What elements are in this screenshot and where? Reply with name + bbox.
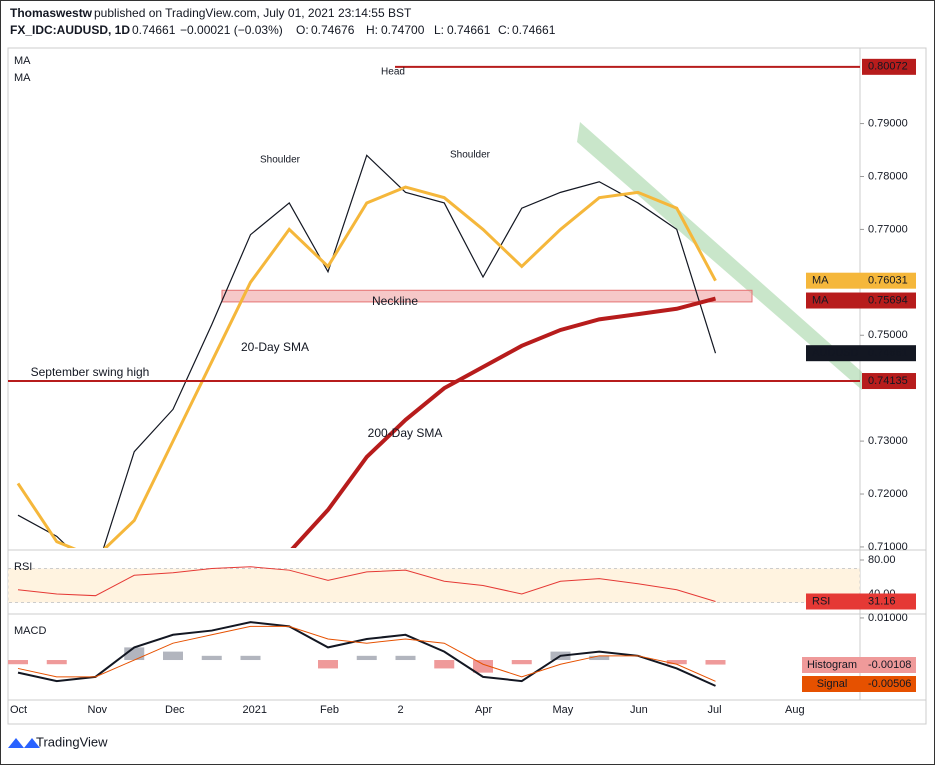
x-tick-label: Aug xyxy=(785,704,805,716)
price-line xyxy=(17,154,717,548)
change: −0.00021 (−0.03%) xyxy=(180,23,283,37)
annotation: 20-Day SMA xyxy=(241,340,309,354)
histogram-bar xyxy=(240,655,261,661)
trend-channel xyxy=(577,122,862,390)
x-tick-label: Nov xyxy=(88,704,108,716)
annotation: Head xyxy=(381,67,405,78)
x-tick-label: Jul xyxy=(708,704,722,716)
histogram-bar xyxy=(356,655,377,661)
y-tick-label: 0.71000 xyxy=(868,541,908,553)
annotation: 200-Day SMA xyxy=(368,426,443,440)
y-tick-label: 0.73000 xyxy=(868,435,908,447)
histogram-bar xyxy=(318,660,338,669)
close-label: C: xyxy=(498,23,510,37)
published: published on TradingView.com, July 01, 2… xyxy=(94,6,412,20)
y-tick-label: 0.01000 xyxy=(868,612,908,624)
y-tick-label: 0.72000 xyxy=(868,488,908,500)
annotation: Shoulder xyxy=(260,155,301,166)
histogram-bar xyxy=(473,660,493,673)
indicator-label: MA xyxy=(14,55,31,67)
histogram-bar xyxy=(163,651,183,661)
price-tag xyxy=(806,292,916,309)
y-tick-label: 0.79000 xyxy=(868,117,908,129)
last-value-label: 31.16 xyxy=(868,595,896,607)
pane xyxy=(8,566,860,603)
x-tick-label: 2021 xyxy=(243,704,267,716)
annotation: Shoulder xyxy=(450,150,491,161)
histogram-bar xyxy=(511,660,532,665)
last-value-label: -0.00506 xyxy=(868,678,911,690)
y-tick-label: 80.00 xyxy=(868,554,896,566)
last-value-label: 0.74661 xyxy=(868,347,908,359)
macd-line xyxy=(17,621,716,687)
macd-line xyxy=(17,625,716,682)
histogram-bar xyxy=(666,660,687,665)
pane-title: RSI xyxy=(14,561,32,573)
low-label: L: xyxy=(434,23,444,37)
ma-line xyxy=(16,185,717,548)
x-tick-label: Jun xyxy=(630,704,648,716)
high-label: H: xyxy=(366,23,378,37)
price-tag xyxy=(802,657,916,673)
open-label: O: xyxy=(296,23,309,37)
histogram-bar xyxy=(8,660,28,665)
histogram-bar xyxy=(201,655,222,661)
logo xyxy=(8,738,40,748)
close: 0.74661 xyxy=(512,23,556,37)
level-label: 0.74135 xyxy=(868,375,908,387)
high: 0.74700 xyxy=(381,23,425,37)
tag-name: Histogram xyxy=(807,659,857,671)
tag-name: AUDUSD xyxy=(812,347,859,359)
annotation: Neckline xyxy=(372,294,418,308)
tag-name: RSI xyxy=(812,595,830,607)
last-value-label: 0.75694 xyxy=(868,294,908,306)
x-tick-label: Apr xyxy=(475,704,492,716)
level-label: 0.80072 xyxy=(868,61,908,73)
open: 0.74676 xyxy=(311,23,355,37)
last-value-label: 0.76031 xyxy=(868,275,908,287)
x-tick-label: May xyxy=(553,704,574,716)
level-tag xyxy=(862,373,916,390)
author: Thomaswestw xyxy=(10,6,93,20)
low: 0.74661 xyxy=(447,23,491,37)
price-tag xyxy=(802,676,916,692)
x-tick-label: 2 xyxy=(398,704,404,716)
y-tick-label: 0.78000 xyxy=(868,170,908,182)
tag-name: MA xyxy=(812,294,829,306)
pane xyxy=(8,621,726,687)
price-tag xyxy=(806,593,916,610)
indicator-label: MA xyxy=(14,72,31,84)
histogram-bar xyxy=(705,660,726,665)
price-tag xyxy=(806,272,916,289)
last: 0.74661 xyxy=(132,23,176,37)
tag-name: MA xyxy=(812,275,829,287)
chart-border xyxy=(7,47,927,725)
pane-title: MACD xyxy=(14,625,46,637)
rsi-band xyxy=(8,567,860,603)
rsi-line xyxy=(17,566,716,602)
histogram-bar xyxy=(46,660,67,665)
pane xyxy=(16,154,753,548)
histogram-bar xyxy=(434,660,455,669)
ma-line xyxy=(290,296,717,548)
x-tick-label: Feb xyxy=(320,704,339,716)
last-value-label: -0.00108 xyxy=(868,659,911,671)
histogram-bar xyxy=(589,655,610,661)
brand[interactable]: TradingView xyxy=(36,734,108,749)
x-tick-label: Dec xyxy=(165,704,185,716)
symbol: FX_IDC:AUDUSD, 1D xyxy=(10,23,130,37)
annotation: September swing high xyxy=(31,365,150,379)
level-tag xyxy=(862,58,916,75)
y-tick-label: 0.77000 xyxy=(868,223,908,235)
x-tick-label: Oct xyxy=(10,704,27,716)
neckline-band xyxy=(221,289,753,303)
price-tag xyxy=(806,345,916,362)
histogram-bar xyxy=(395,655,416,661)
y-tick-label: 0.75000 xyxy=(868,329,908,341)
tag-name: Signal xyxy=(817,678,848,690)
